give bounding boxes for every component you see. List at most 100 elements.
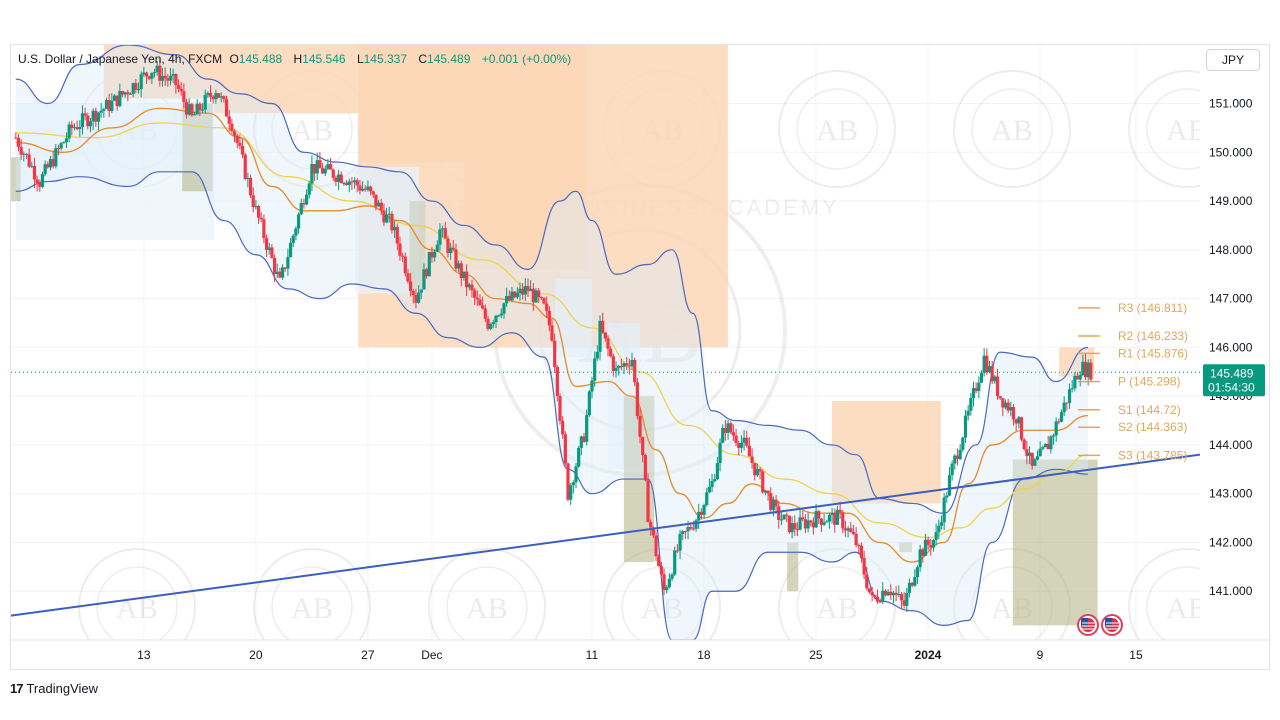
candle-body <box>523 286 527 295</box>
candle-body <box>1046 443 1050 450</box>
candle <box>166 73 170 87</box>
candle-body <box>179 88 183 92</box>
candle-body <box>462 271 466 279</box>
candle <box>587 389 591 417</box>
candle <box>537 288 541 303</box>
candle-body <box>120 91 125 95</box>
candle <box>550 318 554 343</box>
candle-body <box>86 115 90 127</box>
candle-body <box>787 515 792 533</box>
candle-body <box>243 154 247 180</box>
candle-body <box>1065 402 1069 404</box>
candle <box>198 102 202 117</box>
currency-button[interactable]: JPY <box>1206 49 1260 71</box>
candle <box>158 57 162 87</box>
watermark-ring <box>603 548 721 640</box>
candle-body <box>104 100 109 109</box>
candle-body <box>222 96 226 100</box>
candle <box>457 260 461 272</box>
low-value: 145.337 <box>363 52 408 66</box>
candle-body <box>310 164 314 184</box>
candle-body <box>929 545 933 548</box>
price-label-value: 145.489 <box>1210 366 1254 380</box>
candle <box>555 365 559 402</box>
candle-body <box>235 135 239 143</box>
candle <box>414 288 418 309</box>
candle-body <box>427 251 431 277</box>
candle-body <box>897 593 901 595</box>
candle <box>825 519 829 523</box>
candle-body <box>686 526 690 532</box>
chart-frame[interactable] <box>10 44 1270 670</box>
candle <box>409 272 413 297</box>
candle <box>769 487 773 512</box>
candle-body <box>718 442 722 464</box>
x-tick-label: 18 <box>697 648 711 662</box>
candle <box>344 179 349 186</box>
candle <box>88 117 93 133</box>
candle <box>91 108 95 130</box>
candle-body <box>1006 402 1010 411</box>
candle <box>371 190 375 199</box>
candle <box>294 226 298 241</box>
candle <box>67 121 71 143</box>
candle-body <box>505 295 509 304</box>
candle <box>638 407 642 444</box>
candle <box>913 569 917 587</box>
demand-zone <box>1012 459 1098 626</box>
candle-body <box>849 528 853 532</box>
candle <box>486 315 490 332</box>
candle <box>593 351 597 387</box>
candle-body <box>158 65 162 81</box>
price-label-countdown: 01:54:30 <box>1208 380 1255 394</box>
trendline <box>11 453 1200 617</box>
candle <box>558 393 562 425</box>
symbol-title[interactable]: U.S. Dollar / Japanese Yen, 4h, FXCM <box>18 52 223 66</box>
candle <box>699 508 703 520</box>
candle-body <box>190 104 194 116</box>
watermark-ring <box>253 548 371 640</box>
candle <box>814 504 818 529</box>
candle <box>1078 371 1082 387</box>
candle-body <box>726 423 730 433</box>
candle <box>846 526 850 538</box>
candle-body <box>401 255 405 257</box>
x-tick-label: 11 <box>586 648 599 662</box>
candle-body <box>155 65 159 73</box>
candle <box>302 198 306 209</box>
candle-body <box>619 365 623 367</box>
candle <box>571 480 575 494</box>
watermark-ring <box>428 548 546 640</box>
candle-body <box>150 72 154 79</box>
candle <box>606 335 610 357</box>
candle-body <box>977 382 981 391</box>
candle <box>673 546 677 577</box>
candle <box>102 107 106 118</box>
candle-body <box>913 577 917 586</box>
candle <box>854 527 858 548</box>
candle-body <box>918 549 922 568</box>
candle <box>731 424 735 441</box>
candle <box>112 94 117 102</box>
candle-body <box>771 499 776 510</box>
candle <box>318 152 322 169</box>
candle <box>526 278 530 298</box>
candle-body <box>1014 419 1018 424</box>
candle <box>611 353 615 377</box>
candle-body <box>446 238 450 254</box>
open-value: 145.488 <box>238 52 283 66</box>
candle-body <box>571 482 575 486</box>
watermark-text: AB <box>816 592 858 625</box>
candle <box>723 419 727 441</box>
candle-body <box>283 267 287 269</box>
candle <box>643 453 647 482</box>
candle-body <box>403 256 407 274</box>
candle <box>742 430 746 451</box>
candle <box>937 519 941 540</box>
plot-area: ABABABABABABABABABABABABABABABARABIAN BU… <box>11 45 1200 640</box>
candle-body <box>715 463 719 480</box>
candle-body <box>537 290 541 298</box>
candle <box>299 198 303 216</box>
tradingview-brand[interactable]: 17 TradingView <box>10 681 98 696</box>
